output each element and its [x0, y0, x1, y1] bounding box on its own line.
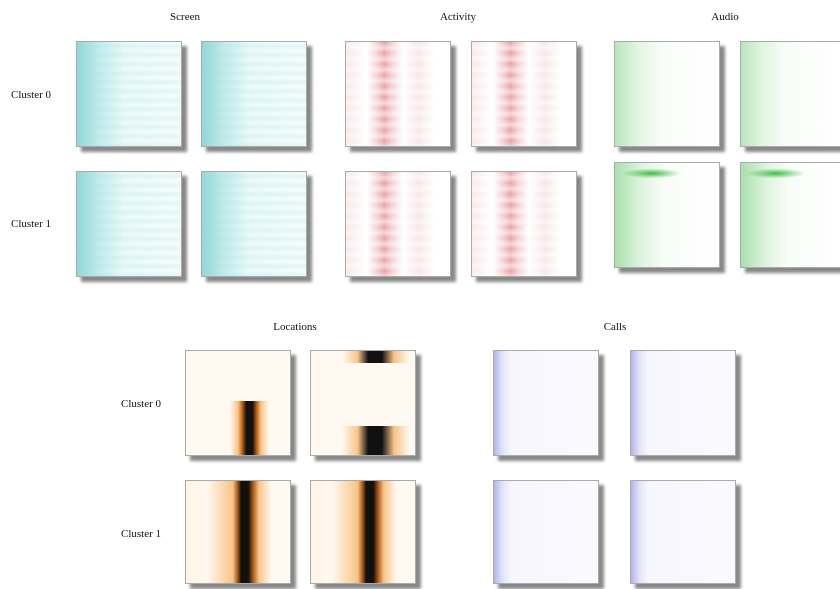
heatmap-panel	[345, 41, 451, 147]
heatmap-panel	[493, 350, 599, 456]
heatmap-panel	[740, 162, 840, 268]
group-title: Activity	[440, 11, 476, 23]
heatmap-panel	[630, 350, 736, 456]
heatmap-panel	[201, 41, 307, 147]
heatmap-panel	[471, 41, 577, 147]
heatmap-panel	[471, 171, 577, 277]
group-title: Audio	[711, 11, 739, 23]
row-label: Cluster 0	[11, 89, 51, 101]
row-label: Cluster 1	[11, 218, 51, 230]
heatmap-panel	[614, 41, 720, 147]
heatmap-panel	[185, 350, 291, 456]
heatmap-panel	[201, 171, 307, 277]
heatmap-panel	[345, 171, 451, 277]
heatmap-panel	[76, 41, 182, 147]
group-title: Calls	[604, 321, 627, 333]
row-label: Cluster 0	[121, 398, 161, 410]
heatmap-panel	[310, 350, 416, 456]
group-title: Screen	[170, 11, 200, 23]
heatmap-panel	[493, 480, 599, 584]
row-label: Cluster 1	[121, 528, 161, 540]
heatmap-panel	[740, 41, 840, 147]
heatmap-panel	[185, 480, 291, 584]
heatmap-panel	[310, 480, 416, 584]
heatmap-panel	[614, 162, 720, 268]
heatmap-panel	[76, 171, 182, 277]
group-title: Locations	[273, 321, 316, 333]
heatmap-panel	[630, 480, 736, 584]
figure: Screen Activity Audio Cluster 0 Cluster …	[0, 0, 840, 589]
